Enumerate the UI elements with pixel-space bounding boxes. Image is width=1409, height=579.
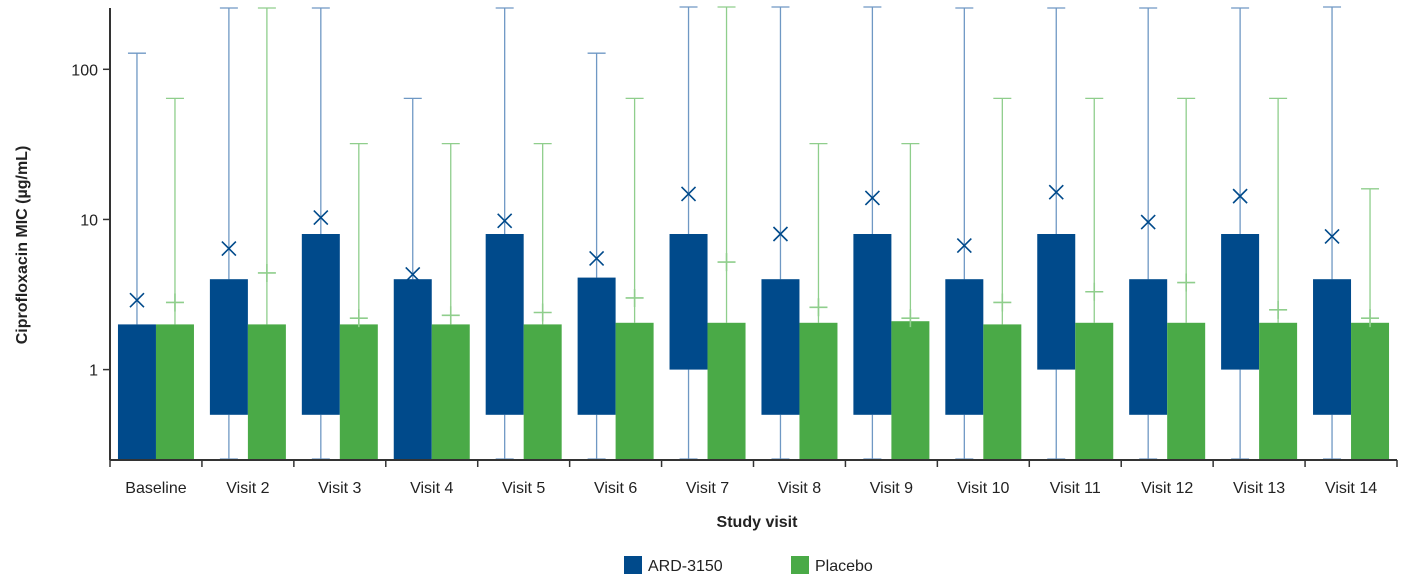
box-ard-3150 [301,234,340,415]
mean-marker [405,266,421,283]
box-ard-3150 [117,324,156,460]
x-tick-label: Visit 5 [502,480,545,497]
mean-marker [165,293,184,312]
legend-label-placebo: Placebo [815,558,873,575]
box-ard-3150 [1221,234,1260,370]
mean-marker [956,237,972,254]
box-placebo [1167,322,1206,460]
mean-marker [993,293,1012,312]
mean-marker [589,250,605,266]
legend-swatch-placebo [791,556,809,574]
mean-marker [221,240,237,257]
box-ard-3150 [761,279,800,415]
mean-marker [772,226,789,242]
x-tick-label: Visit 3 [318,480,361,497]
box-placebo [155,324,194,460]
mean-marker [901,309,920,328]
box-placebo [1351,322,1390,460]
mean-marker [625,288,644,307]
box-ard-3150 [393,279,432,460]
legend-swatch-ard-3150 [624,556,642,574]
x-tick-label: Baseline [125,480,186,497]
y-axis-title: Ciprofloxacin MIC (µg/mL) [14,146,31,345]
mean-marker [1177,273,1196,292]
mean-marker [533,303,552,322]
y-tick-label: 100 [71,62,98,79]
mean-marker [1085,282,1104,301]
mean-marker [864,190,880,206]
plot-area [117,6,1390,460]
mean-marker [717,253,736,272]
box-ard-3150 [669,234,708,370]
x-tick-label: Visit 2 [226,480,269,497]
mean-marker [809,298,828,317]
mean-marker [129,292,145,308]
box-placebo [431,324,470,460]
x-tick-label: Visit 11 [1050,480,1101,497]
box-ard-3150 [1037,234,1076,370]
box-placebo [1259,322,1298,460]
mean-marker [1324,228,1340,245]
legend: ARD-3150 Placebo [624,556,873,575]
series-ard-3150 [117,6,1352,460]
x-tick-label: Visit 8 [778,480,821,497]
box-placebo [523,324,562,460]
x-axis-title: Study visit [717,514,799,531]
x-tick-label: Visit 10 [957,480,1009,497]
x-tick-label: Visit 13 [1233,480,1285,497]
mean-marker [349,309,368,328]
y-tick-label: 1 [89,363,98,380]
box-placebo [247,324,286,460]
mean-marker [441,306,460,325]
mean-marker [1269,300,1288,319]
mean-marker [1361,309,1380,328]
y-axis-ticks: 1 10 100 [71,62,110,380]
series-placebo [155,6,1390,460]
box-ard-3150 [1129,279,1168,415]
x-tick-label: Visit 14 [1325,480,1377,497]
box-ard-3150 [209,279,248,415]
mean-marker [313,209,329,226]
mean-marker [1140,214,1156,230]
mean-marker [680,186,697,202]
mean-marker [1048,184,1064,200]
box-ard-3150 [853,234,892,415]
box-ard-3150 [945,279,984,415]
legend-label-ard-3150: ARD-3150 [648,558,723,575]
box-ard-3150 [485,234,524,415]
mean-marker [1232,188,1248,204]
x-tick-label: Visit 4 [410,480,453,497]
y-tick-label: 10 [80,212,98,229]
mean-marker [257,263,276,282]
x-axis-ticks: Baseline Visit 2 Visit 3 Visit 4 Visit 5 Visi… [109,460,1398,497]
x-tick-label: Visit 9 [870,480,913,497]
box-ard-3150 [1313,279,1352,415]
mean-marker [497,213,513,229]
x-tick-label: Visit 12 [1141,480,1193,497]
box-placebo [891,321,930,460]
box-placebo [339,324,378,460]
box-ard-3150 [577,277,616,415]
box-placebo [799,322,838,460]
x-tick-label: Visit 6 [594,480,637,497]
box-placebo [983,324,1022,460]
box-placebo [707,322,746,460]
box-placebo [615,322,654,460]
box-placebo [1075,322,1114,460]
x-tick-label: Visit 7 [686,480,729,497]
